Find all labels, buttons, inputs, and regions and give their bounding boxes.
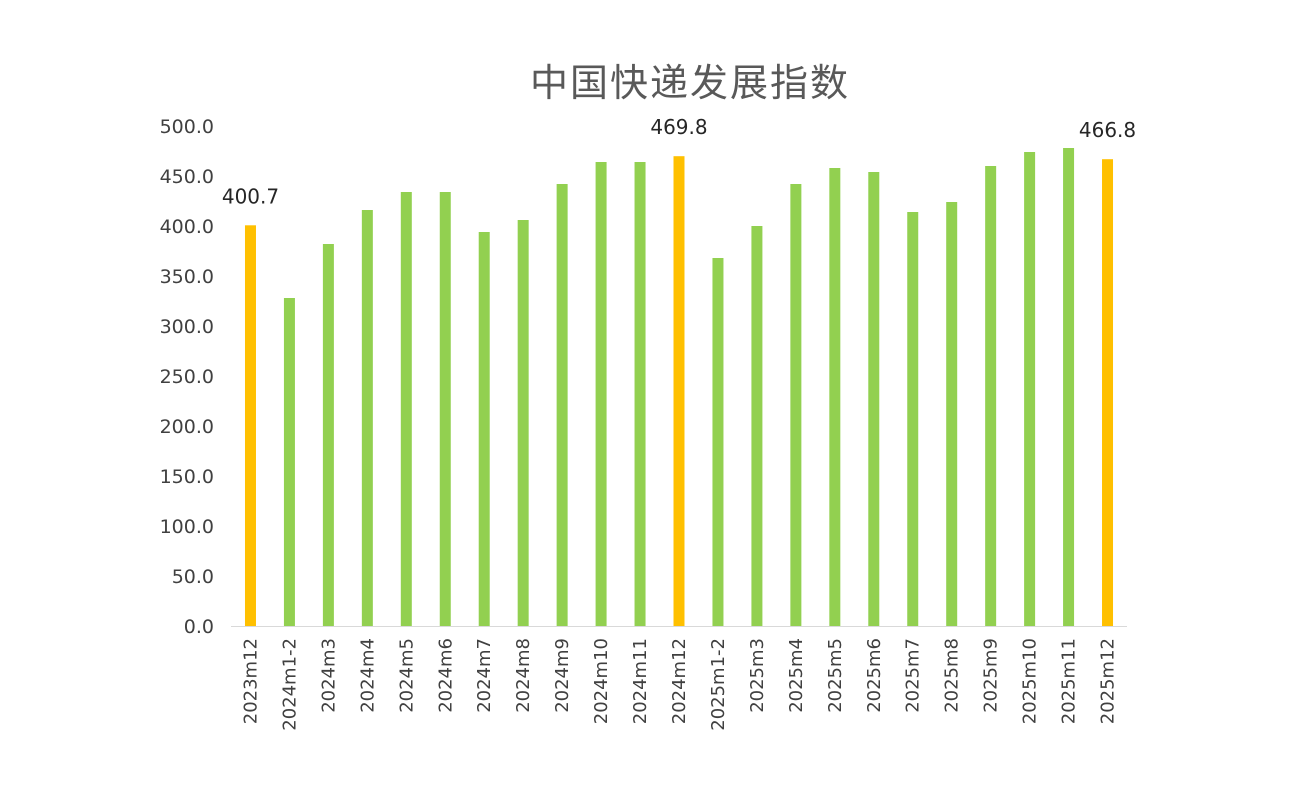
bar	[361, 210, 373, 626]
x-tick-label: 2025m7	[903, 638, 924, 713]
x-tick-label: 2025m12	[1098, 638, 1119, 724]
y-tick-label: 350.0	[160, 266, 214, 288]
x-tick-label: 2025m9	[981, 638, 1002, 713]
x-tick-label: 2025m3	[747, 638, 768, 713]
x-tick-label: 2025m11	[1059, 638, 1080, 724]
x-tick-label: 2024m7	[474, 638, 495, 713]
bar	[400, 192, 412, 626]
data-label: 469.8	[650, 115, 707, 139]
bar	[673, 156, 685, 626]
bar	[712, 258, 724, 626]
y-tick-label: 0.0	[184, 616, 214, 638]
x-tick-label: 2024m3	[318, 638, 339, 713]
bar	[907, 212, 919, 626]
bar	[868, 172, 880, 626]
x-tick-label: 2025m10	[1020, 638, 1041, 724]
bar	[517, 220, 529, 626]
bar	[946, 202, 958, 626]
x-tick-label: 2024m10	[591, 638, 612, 724]
x-tick-label: 2023m12	[240, 638, 261, 724]
bar	[595, 162, 607, 626]
y-tick-label: 300.0	[160, 316, 214, 338]
bar	[556, 184, 568, 626]
y-tick-label: 50.0	[172, 566, 214, 588]
x-tick-label: 2024m11	[630, 638, 651, 724]
bar	[790, 184, 802, 626]
bar	[478, 232, 490, 626]
x-tick-label: 2024m4	[357, 638, 378, 713]
x-tick-label: 2024m9	[552, 638, 573, 713]
bar	[322, 244, 334, 626]
y-tick-label: 450.0	[160, 166, 214, 188]
bar	[751, 226, 763, 626]
x-tick-label: 2024m1-2	[279, 638, 300, 731]
bar	[283, 298, 295, 626]
bar	[439, 192, 451, 626]
bar	[1024, 152, 1036, 626]
data-label: 400.7	[222, 184, 279, 208]
bar	[829, 168, 841, 626]
x-tick-label: 2024m6	[435, 638, 456, 713]
bar	[244, 225, 256, 627]
bar	[985, 166, 997, 626]
x-tick-label: 2025m1-2	[708, 638, 729, 731]
x-tick-label: 2025m8	[942, 638, 963, 713]
x-tick-label: 2025m4	[786, 638, 807, 713]
y-tick-label: 500.0	[160, 116, 214, 138]
x-tick-label: 2024m5	[396, 638, 417, 713]
chart-title: 中国快递发展指数	[529, 61, 850, 105]
x-tick-label: 2024m8	[513, 638, 534, 713]
bar	[1063, 148, 1075, 626]
x-tick-label: 2025m6	[864, 638, 885, 713]
bar	[1102, 159, 1114, 626]
y-tick-label: 250.0	[160, 366, 214, 388]
y-tick-label: 100.0	[160, 516, 214, 538]
x-tick-label: 2024m12	[669, 638, 690, 724]
y-tick-label: 150.0	[160, 466, 214, 488]
y-tick-label: 200.0	[160, 416, 214, 438]
y-tick-label: 400.0	[160, 216, 214, 238]
x-tick-label: 2025m5	[825, 638, 846, 713]
data-label: 466.8	[1079, 118, 1136, 142]
bar	[634, 162, 646, 626]
